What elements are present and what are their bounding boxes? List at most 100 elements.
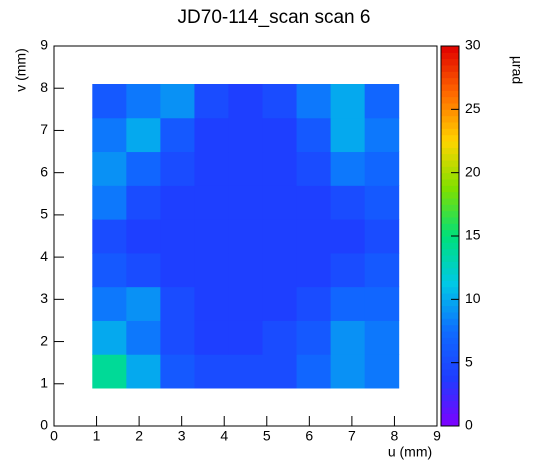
x-tick-label: 4 [220,428,228,444]
colorbar-segment [441,381,459,389]
heatmap-cell [262,354,298,389]
colorbar-segment [441,407,459,414]
heatmap-cell [160,286,195,321]
heatmap-cell [296,320,332,355]
x-tick-label: 9 [433,428,441,444]
colorbar-segment [441,324,459,332]
heatmap-cell [330,354,366,389]
heatmap-cell [228,219,264,254]
heatmap-cell [330,219,366,254]
x-tick-label: 8 [391,428,399,444]
colorbar-segment [441,369,459,376]
y-tick-label: 7 [40,121,48,137]
colorbar-segment [441,52,459,60]
heatmap-cell [228,286,264,321]
colorbar-segment [441,141,459,148]
y-tick-label: 9 [40,37,48,53]
colorbar-segment [441,274,459,281]
heatmap-cell [262,151,298,186]
colorbar-tick-label: 10 [465,290,481,306]
colorbar-segment [441,375,459,383]
colorbar-segment [441,286,459,294]
y-tick-label: 6 [40,163,48,179]
x-tick-label: 3 [178,428,186,444]
colorbar-segment [441,362,459,370]
colorbar-segment [441,65,459,72]
colorbar-segment [441,210,459,218]
heatmap-cell [228,84,264,119]
heatmap-cell [262,117,298,153]
colorbar-segment [441,248,459,256]
colorbar-segment [441,331,459,338]
heatmap-cell [330,185,366,220]
x-axis-label: u (mm) [388,444,432,460]
x-tick-label: 7 [348,428,356,444]
colorbar-label: µrad [509,56,525,84]
heatmap-cell [228,185,264,220]
heatmap-cell [160,252,195,288]
heatmap-cell [126,354,161,389]
heatmap-cell [160,354,195,389]
colorbar-segment [441,267,459,275]
colorbar-segment [441,147,459,155]
heatmap-cell [364,320,400,355]
y-tick-label: 5 [40,206,48,222]
colorbar-segment [441,236,459,243]
colorbar-segment [441,103,459,110]
colorbar-segment [441,312,459,319]
heatmap-cell [228,252,264,288]
heatmap-cell [194,252,229,288]
colorbar-segment [441,356,459,364]
colorbar-segment [441,223,459,231]
colorbar-segment [441,255,459,262]
chart-title: JD70-114_scan scan 6 [178,7,371,28]
heatmap-cell [228,151,264,186]
heatmap-cell [296,252,332,288]
heatmap-cell [364,185,400,220]
heatmap-cell [194,151,229,186]
colorbar-tick-label: 0 [465,417,473,433]
heatmap-cell [92,117,127,153]
colorbar-segment [441,153,459,161]
colorbar-segment [441,96,459,104]
heatmap-cell [160,151,195,186]
heatmap-cell [126,151,161,186]
heatmap-cell [364,252,400,288]
colorbar-segment [441,191,459,199]
colorbar-tick-label: 15 [465,227,481,243]
plot-frame [53,45,438,427]
heatmap-cell [330,117,366,153]
heatmap-cell [330,320,366,355]
x-tick-label: 1 [93,428,101,444]
colorbar-segment [441,204,459,212]
colorbar-segment [441,84,459,91]
heatmap-cell [330,286,366,321]
colorbar-segment [441,109,459,117]
heatmap-cell [296,84,332,119]
heatmap-cell [296,117,332,153]
colorbar-segment [441,166,459,174]
heatmap-cell [262,185,298,220]
heatmap-cell [160,185,195,220]
heatmap-cell [92,84,127,119]
colorbar-tick-label: 5 [465,353,473,369]
colorbar-tick-label: 20 [465,163,481,179]
colorbar-segment [441,229,459,237]
heatmap-cell [126,320,161,355]
heatmap-cell [228,320,264,355]
colorbar-segment [441,134,459,142]
colorbar-segment [441,90,459,98]
y-axis-label: v (mm) [13,48,29,92]
colorbar-segment [441,71,459,79]
colorbar-segment [441,115,459,123]
heatmap-cell [194,354,229,389]
colorbar-segment [441,413,459,421]
heatmap-cell [364,117,400,153]
x-tick-label: 6 [305,428,313,444]
y-tick-label: 1 [40,374,48,390]
colorbar-segment [441,388,459,395]
colorbar-segment [441,160,459,167]
heatmap-cell [126,286,161,321]
heatmap-cell [296,219,332,254]
heatmap-cell [364,286,400,321]
